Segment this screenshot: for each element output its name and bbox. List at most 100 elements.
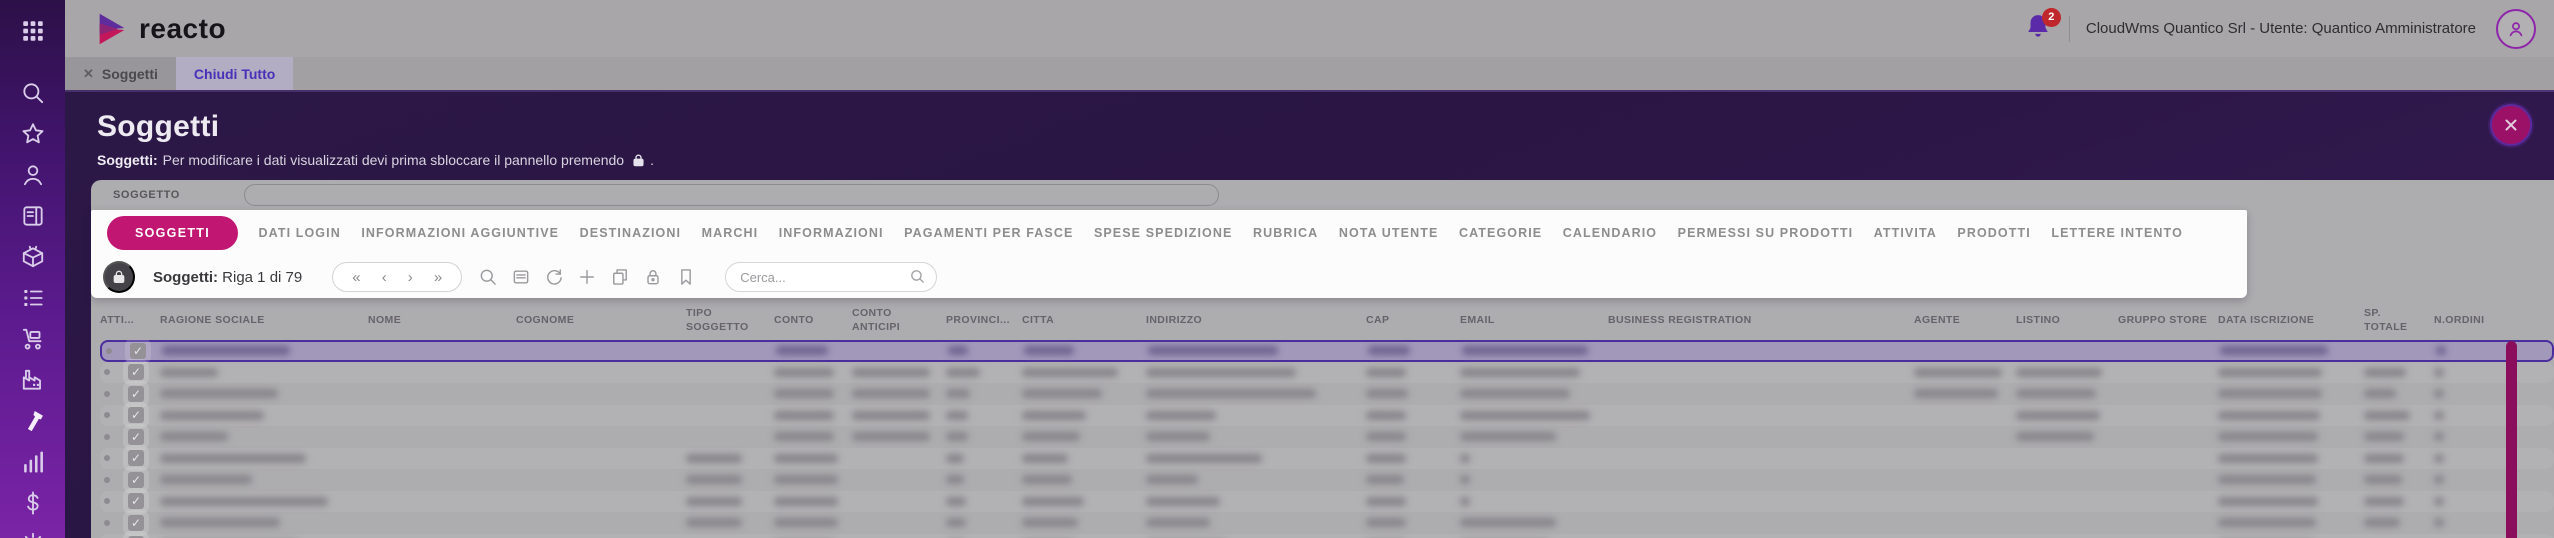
sidebar-item-users-icon[interactable]: [18, 160, 48, 190]
column-header-provincia[interactable]: PROVINCI...: [946, 314, 1010, 327]
column-header-tipo_soggetto[interactable]: TIPO SOGGETTO: [686, 307, 749, 333]
row-handle-dot[interactable]: [104, 433, 110, 440]
row-active-checkbox[interactable]: ✓: [128, 450, 144, 467]
last-record-button[interactable]: »: [433, 268, 443, 286]
detail-tab-prodotti[interactable]: PRODOTTI: [1957, 226, 2031, 240]
table-row[interactable]: ✓: [100, 340, 2554, 362]
close-panel-button[interactable]: [2490, 104, 2532, 146]
detail-tab-informazioni-aggiuntive[interactable]: INFORMAZIONI AGGIUNTIVE: [361, 226, 560, 240]
table-row[interactable]: ✓: [100, 361, 2554, 383]
column-header-agente[interactable]: AGENTE: [1914, 314, 1961, 327]
detail-tab-soggetti[interactable]: SOGGETTI: [107, 216, 238, 250]
row-active-checkbox[interactable]: ✓: [128, 493, 144, 510]
detail-tab-nota-utente[interactable]: NOTA UTENTE: [1338, 226, 1439, 240]
user-avatar[interactable]: [2496, 8, 2536, 49]
table-row[interactable]: ✓: [100, 512, 2554, 534]
sidebar-item-tools-icon[interactable]: [18, 406, 48, 436]
table-row[interactable]: ✓: [100, 490, 2554, 512]
detail-tab-permessi-su-prodotti[interactable]: PERMESSI SU PRODOTTI: [1677, 226, 1854, 240]
detail-tab-categorie[interactable]: CATEGORIE: [1458, 226, 1543, 240]
row-handle-dot[interactable]: [106, 347, 112, 354]
soggetto-filter-input[interactable]: [243, 184, 1219, 206]
toolbar-plus-icon[interactable]: [577, 267, 597, 287]
sidebar-item-finance-icon[interactable]: [18, 488, 48, 518]
table-row[interactable]: ✓: [100, 469, 2554, 491]
column-header-data_iscrizione[interactable]: DATA ISCRIZIONE: [2218, 314, 2315, 327]
sidebar-item-production-icon[interactable]: [18, 365, 48, 395]
column-header-gruppo_store[interactable]: GRUPPO STORE: [2118, 314, 2208, 327]
toolbar-form-icon[interactable]: [511, 267, 531, 287]
toolbar-refresh-icon[interactable]: [544, 267, 564, 287]
column-header-ragione_sociale[interactable]: RAGIONE SOCIALE: [160, 314, 265, 327]
column-header-nome[interactable]: NOME: [368, 314, 402, 327]
column-header-email[interactable]: EMAIL: [1460, 314, 1495, 327]
toolbar-search-icon[interactable]: [478, 267, 498, 287]
unlock-panel-button[interactable]: [103, 261, 135, 293]
row-handle-dot[interactable]: [104, 519, 110, 526]
row-active-checkbox[interactable]: ✓: [128, 407, 144, 424]
toolbar-bookmark-icon[interactable]: [676, 267, 696, 287]
table-row[interactable]: ✓: [100, 383, 2554, 405]
row-handle-dot[interactable]: [104, 455, 110, 462]
notifications-bell-icon[interactable]: 2: [2023, 7, 2061, 46]
column-header-conto_anticipi[interactable]: CONTO ANTICIPI: [852, 307, 901, 333]
toolbar-copy-icon[interactable]: [610, 267, 630, 287]
detail-tab-spese-spedizione[interactable]: SPESE SPEDIZIONE: [1093, 226, 1233, 240]
detail-tab-rubrica[interactable]: RUBRICA: [1252, 226, 1319, 240]
row-active-checkbox[interactable]: ✓: [130, 342, 146, 359]
sidebar-item-apps-grid-icon[interactable]: [18, 16, 48, 46]
cell-citta: [1022, 469, 1146, 491]
sidebar-item-favorites-icon[interactable]: [18, 119, 48, 149]
toolbar-lock-icon[interactable]: [643, 267, 663, 287]
table-row[interactable]: ✓: [100, 426, 2554, 448]
detail-tab-calendario[interactable]: CALENDARIO: [1562, 226, 1658, 240]
column-header-cognome[interactable]: COGNOME: [516, 314, 575, 327]
window-tab-soggetti[interactable]: ✕ Soggetti: [65, 57, 176, 90]
close-all-tabs-button[interactable]: Chiudi Tutto: [175, 57, 294, 90]
row-active-checkbox[interactable]: ✓: [128, 428, 144, 445]
sidebar-item-documents-icon[interactable]: [18, 201, 48, 231]
first-record-button[interactable]: «: [352, 268, 361, 286]
row-active-checkbox[interactable]: ✓: [128, 364, 144, 381]
row-active-checkbox[interactable]: ✓: [128, 471, 144, 488]
column-header-attivo[interactable]: ATTI...: [100, 314, 135, 327]
column-header-cap[interactable]: CAP: [1366, 314, 1390, 327]
search-input[interactable]: [725, 262, 938, 292]
row-handle-dot[interactable]: [104, 369, 110, 376]
redacted-value: [2016, 367, 2102, 377]
column-header-n_ordini[interactable]: N.ORDINI: [2434, 314, 2485, 327]
column-header-indirizzo[interactable]: INDIRIZZO: [1146, 314, 1203, 327]
detail-tab-pagamenti-per-fasce[interactable]: PAGAMENTI PER FASCE: [904, 226, 1074, 240]
detail-tab-destinazioni[interactable]: DESTINAZIONI: [579, 226, 682, 240]
table-row[interactable]: ✓: [100, 404, 2554, 426]
sidebar-item-statistics-icon[interactable]: [18, 447, 48, 477]
row-handle-dot[interactable]: [104, 412, 110, 419]
sidebar-item-logistics-icon[interactable]: [18, 324, 48, 354]
row-active-checkbox[interactable]: ✓: [128, 385, 144, 402]
sidebar-item-packages-icon[interactable]: [18, 242, 48, 272]
app-logo[interactable]: reacto: [93, 10, 226, 48]
table-row[interactable]: ✓: [100, 447, 2554, 469]
column-header-business_registration[interactable]: BUSINESS REGISTRATION: [1608, 314, 1752, 327]
sidebar-item-settings-icon[interactable]: [18, 529, 48, 538]
column-header-sp_totale[interactable]: SP. TOTALE: [2364, 307, 2408, 333]
table-row[interactable]: ✓: [100, 533, 2554, 538]
detail-tab-dati-login[interactable]: DATI LOGIN: [258, 226, 341, 240]
row-handle-dot[interactable]: [104, 498, 110, 505]
detail-tab-marchi[interactable]: MARCHI: [701, 226, 759, 240]
row-handle-dot[interactable]: [104, 476, 110, 483]
column-header-listino[interactable]: LISTINO: [2016, 314, 2061, 327]
row-handle-dot[interactable]: [104, 390, 110, 397]
sidebar-item-lists-icon[interactable]: [18, 283, 48, 313]
previous-record-button[interactable]: ‹: [381, 268, 387, 286]
detail-tab-lettere-intento[interactable]: LETTERE INTENTO: [2051, 226, 2183, 240]
next-record-button[interactable]: ›: [407, 268, 413, 286]
vertical-scrollbar[interactable]: [2506, 341, 2517, 538]
column-header-conto[interactable]: CONTO: [774, 314, 814, 327]
row-active-checkbox[interactable]: ✓: [128, 514, 144, 531]
column-header-citta[interactable]: CITTA: [1022, 314, 1055, 327]
close-tab-icon[interactable]: ✕: [83, 65, 94, 81]
sidebar-item-search-icon[interactable]: [18, 78, 48, 108]
detail-tab-informazioni[interactable]: INFORMAZIONI: [778, 226, 884, 240]
detail-tab-attivita[interactable]: ATTIVITA: [1873, 226, 1937, 240]
